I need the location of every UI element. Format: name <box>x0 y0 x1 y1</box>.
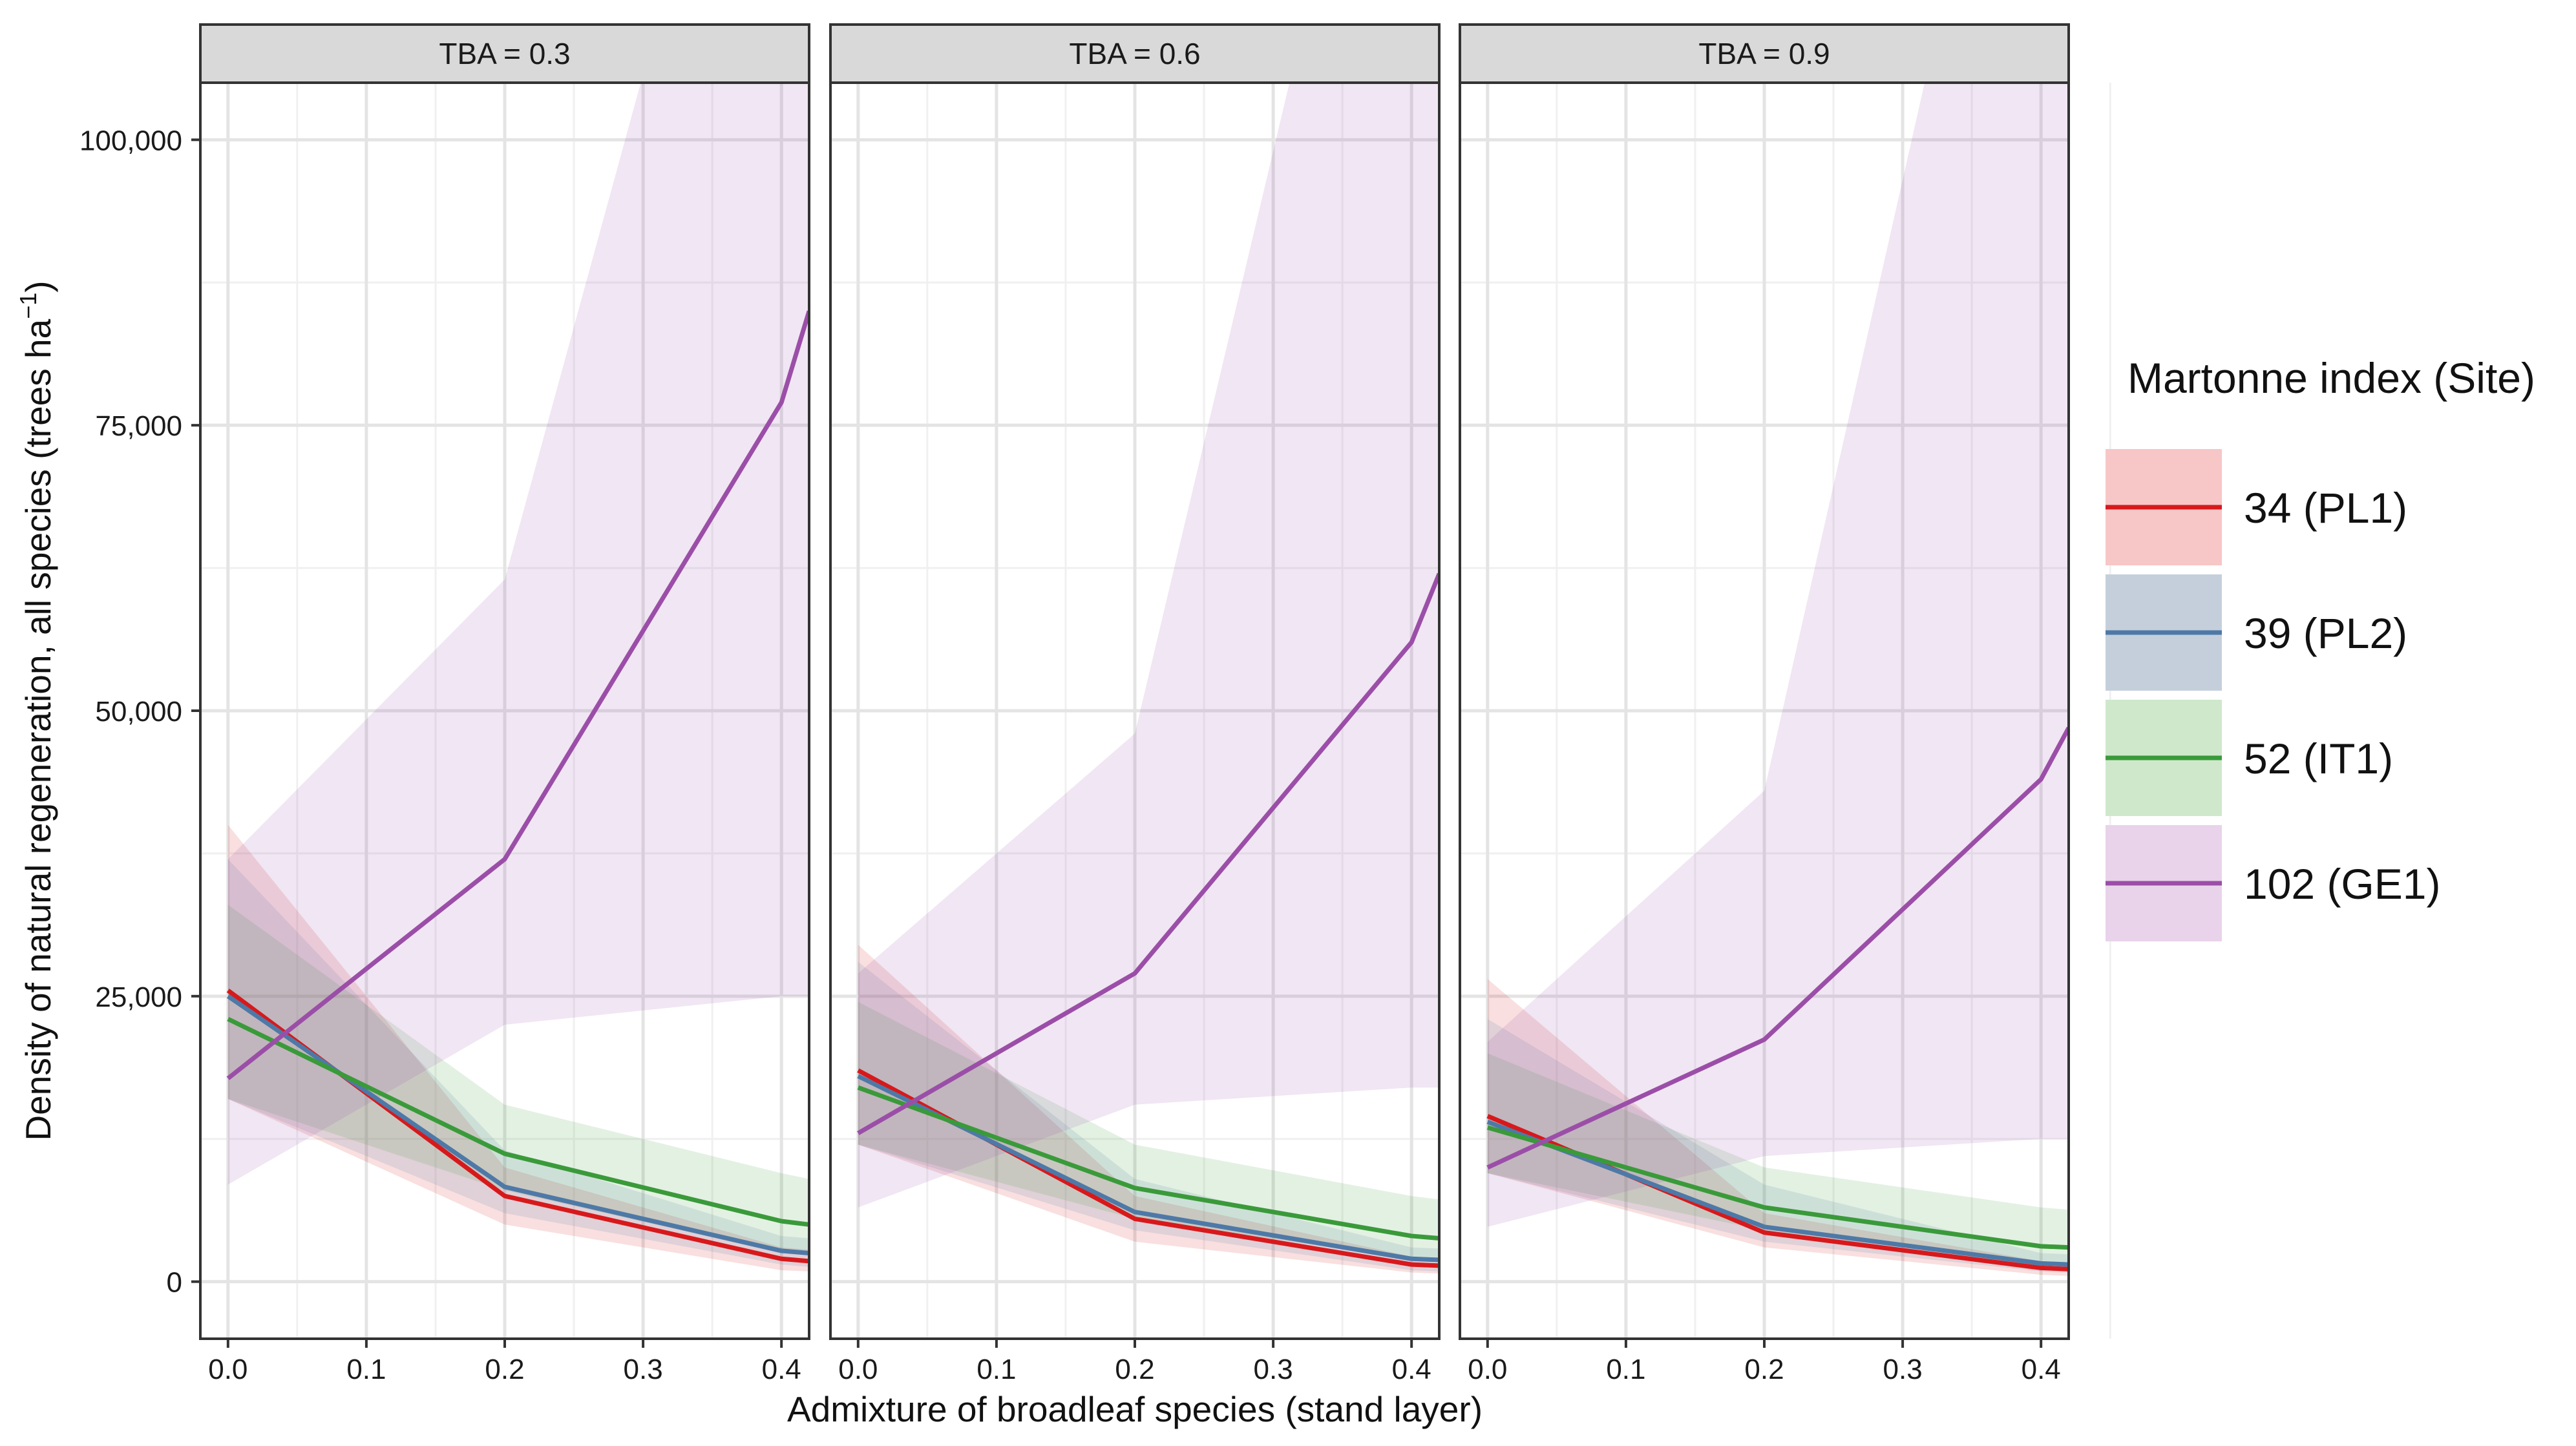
confidence-band <box>1487 83 2069 1227</box>
x-tick-label: 0.4 <box>762 1354 801 1385</box>
confidence-band <box>858 961 1439 1272</box>
confidence-band <box>858 83 1439 1208</box>
confidence-band <box>858 1001 1439 1261</box>
facet-panels: TBA = 0.3 0.0 0.1 0.2 0.3 0.4 TBA = 0.6 0.0 0.1 0… <box>199 23 2111 1385</box>
facet-strip <box>829 23 1441 84</box>
x-tick-label: 0.0 <box>208 1354 248 1385</box>
confidence-band <box>227 824 809 1272</box>
x-tick-label: 0.0 <box>838 1354 878 1385</box>
confidence-band <box>1487 979 2069 1276</box>
confidence-band <box>858 945 1439 1274</box>
gridlines <box>1460 83 2111 1339</box>
legend-title: Martonne index (Site) <box>2127 354 2535 402</box>
x-tick-label: 0.3 <box>1883 1354 1923 1385</box>
y-axis-title-main: Density of natural regeneration, all spe… <box>18 319 58 1140</box>
confidence-band <box>227 859 809 1267</box>
confidence-band <box>1487 1053 2069 1266</box>
y-tick-label: 25,000 <box>95 981 182 1013</box>
series-line <box>1486 1125 2069 1250</box>
y-tick-label: 0 <box>167 1267 182 1299</box>
legend-label: 34 (PL1) <box>2244 484 2407 532</box>
facet-panel: TBA = 0.9 0.0 0.1 0.2 0.3 0.4 <box>1459 23 2111 1385</box>
legend-item: 34 (PL1) <box>2106 449 2407 565</box>
y-axis-title: Density of natural regeneration, all spe… <box>15 280 58 1140</box>
series-line <box>1486 1119 2069 1267</box>
gridlines <box>830 83 1482 1339</box>
y-tick-label: 100,000 <box>79 125 182 156</box>
legend-label: 52 (IT1) <box>2244 735 2393 782</box>
series-line <box>227 1017 809 1227</box>
y-axis-title-suffix: ) <box>18 280 58 292</box>
legend: Martonne index (Site) 34 (PL1) 39 (PL2) 52… <box>2106 354 2535 941</box>
panel-data <box>226 83 809 1272</box>
y-axis-title-superscript: −1 <box>15 293 41 319</box>
legend-item: 52 (IT1) <box>2106 700 2393 816</box>
x-tick-label: 0.1 <box>977 1354 1016 1385</box>
x-tick-label: 0.2 <box>485 1354 524 1385</box>
facet-panel: TBA = 0.6 0.0 0.1 0.2 0.3 0.4 <box>829 23 1482 1385</box>
series-line <box>857 1085 1439 1241</box>
series-line <box>857 572 1439 1135</box>
x-tick-label: 0.3 <box>1254 1354 1293 1385</box>
x-tick-label: 0.2 <box>1115 1354 1154 1385</box>
x-tick-label: 0.4 <box>1392 1354 1431 1385</box>
facet-strip-label: TBA = 0.6 <box>1069 37 1200 70</box>
x-tick-label: 0.1 <box>1606 1354 1645 1385</box>
x-tick-label: 0.3 <box>624 1354 663 1385</box>
legend-label: 39 (PL2) <box>2244 609 2407 657</box>
x-tick-label: 0.0 <box>1468 1354 1507 1385</box>
facet-strip-label: TBA = 0.9 <box>1698 37 1830 70</box>
series-line <box>1486 726 2069 1170</box>
series-line <box>226 994 809 1255</box>
facet-strip <box>199 23 810 84</box>
confidence-band <box>1487 1019 2069 1273</box>
x-tick-label: 0.1 <box>346 1354 386 1385</box>
x-axis-title: Admixture of broadleaf species (stand la… <box>787 1389 1483 1429</box>
y-tick-label: 50,000 <box>95 696 182 728</box>
facet-strip <box>1459 23 2070 84</box>
panel-data <box>857 83 1439 1274</box>
confidence-band <box>227 905 809 1255</box>
y-axis: 0 25,000 50,000 75,000 100,000 <box>79 125 200 1299</box>
confidence-band <box>227 83 809 1185</box>
series-line <box>226 310 809 1080</box>
x-tick-label: 0.2 <box>1744 1354 1784 1385</box>
legend-item: 39 (PL2) <box>2106 574 2407 691</box>
series-line <box>857 1074 1439 1263</box>
gridlines <box>200 83 852 1339</box>
facet-strip-label: TBA = 0.3 <box>439 37 570 70</box>
legend-item: 102 (GE1) <box>2106 825 2440 941</box>
panel-data <box>1486 83 2069 1276</box>
facet-panel: TBA = 0.3 0.0 0.1 0.2 0.3 0.4 <box>199 23 852 1385</box>
y-tick-label: 75,000 <box>95 410 182 442</box>
legend-label: 102 (GE1) <box>2244 860 2440 908</box>
x-tick-label: 0.4 <box>2022 1354 2061 1385</box>
